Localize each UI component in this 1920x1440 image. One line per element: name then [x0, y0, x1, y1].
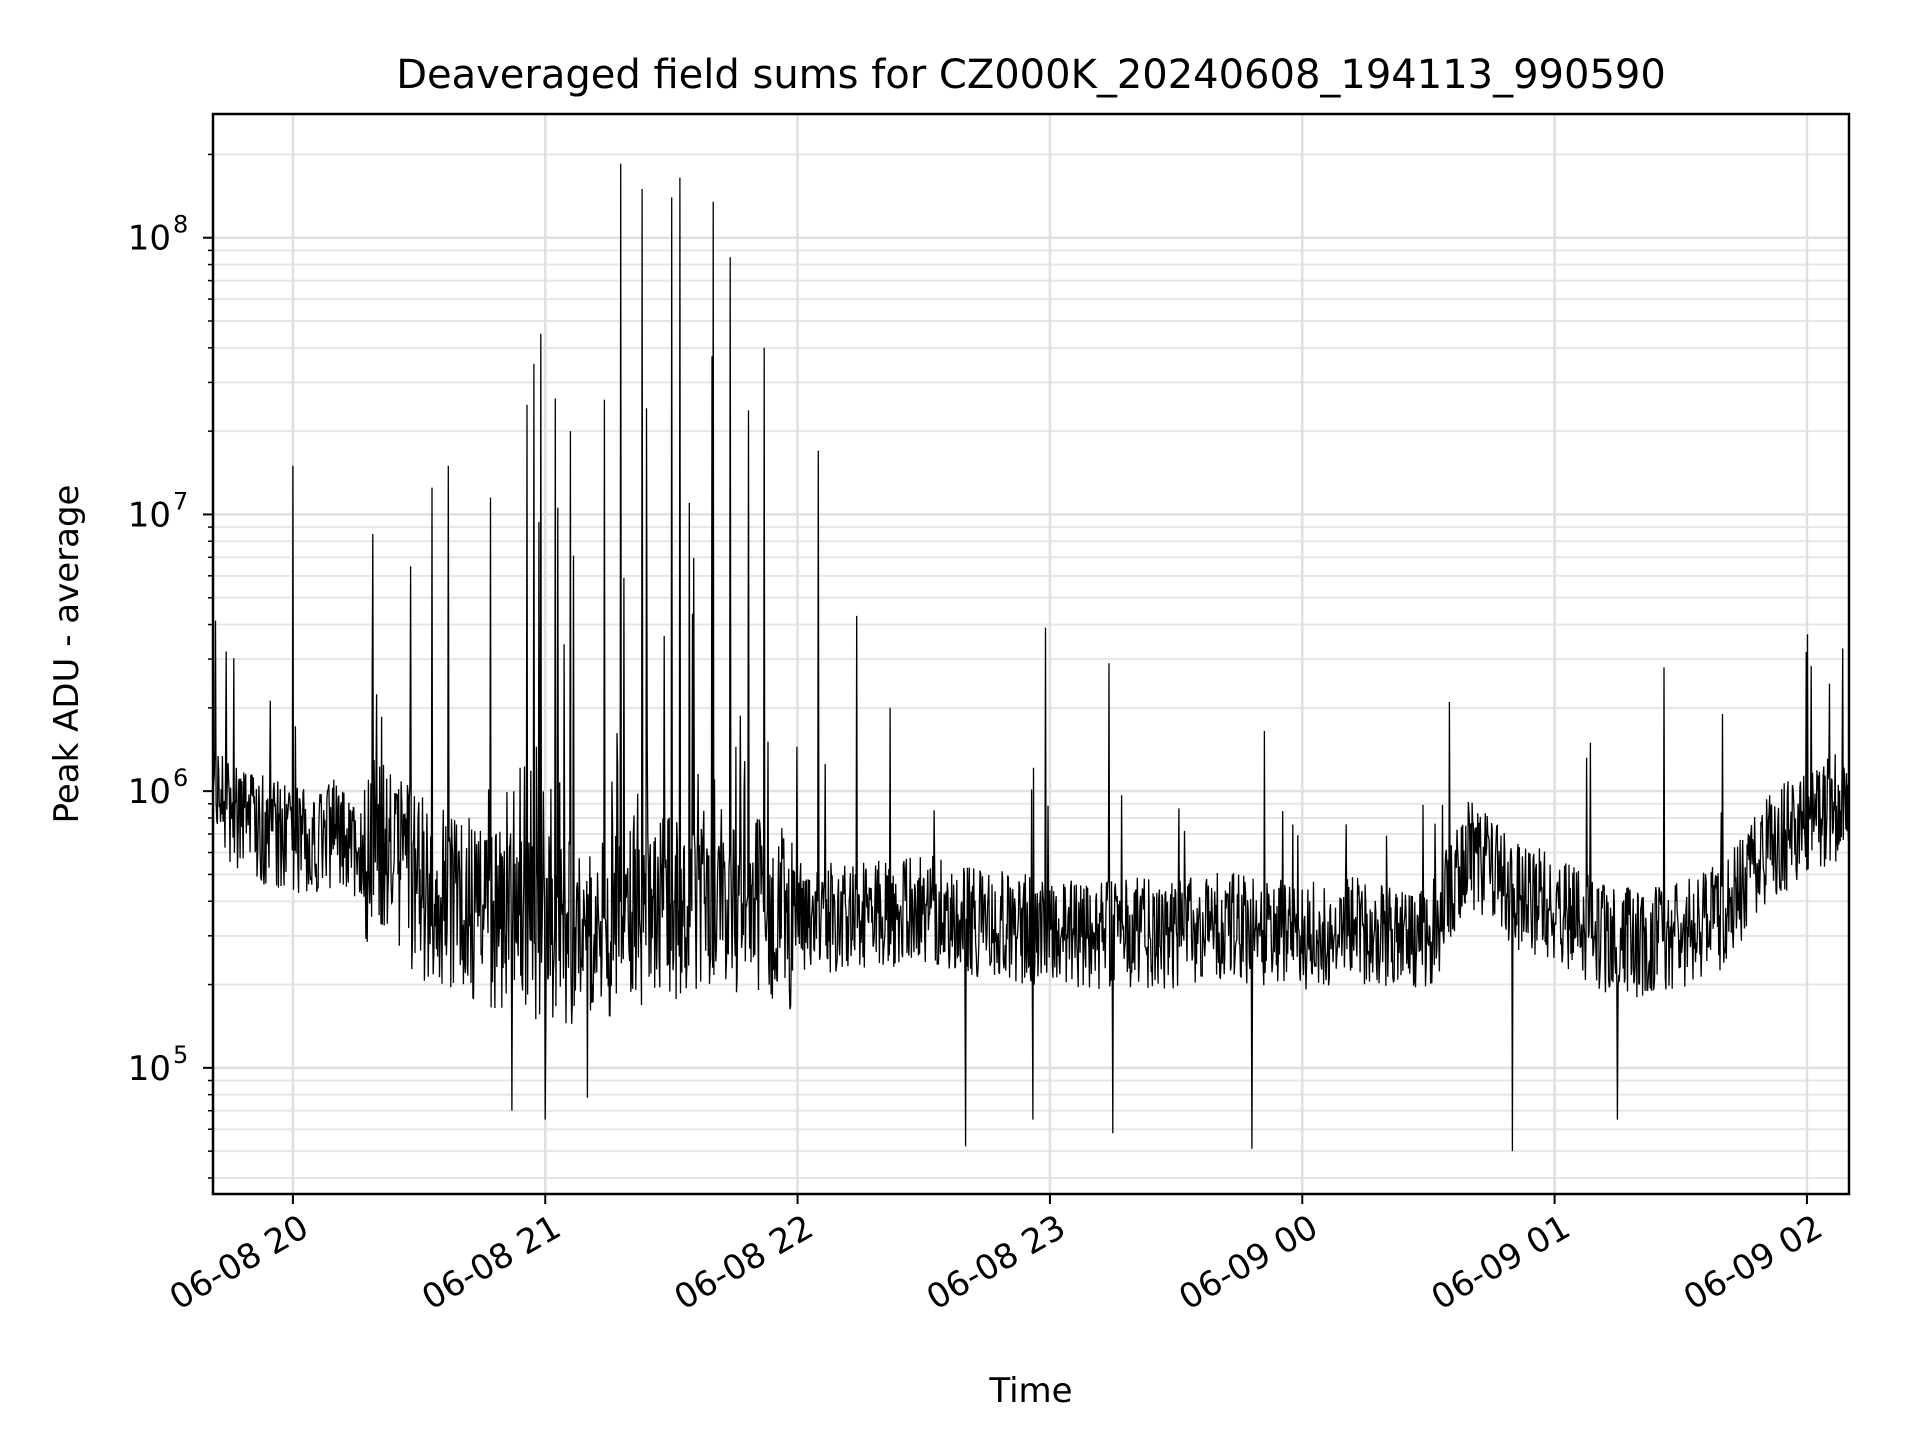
x-axis-label: Time [988, 1371, 1072, 1411]
y-tick-label: 10 [128, 1049, 171, 1089]
y-tick-label-exponent: 6 [173, 764, 188, 792]
y-tick-label-exponent: 7 [173, 487, 188, 515]
y-tick-label: 10 [128, 219, 171, 259]
series-group [212, 163, 1850, 1152]
plot-frame [211, 112, 1851, 1196]
y-tick-label: 10 [128, 495, 171, 535]
y-tick-label-exponent: 8 [173, 211, 188, 239]
y-tick-label: 10 [128, 772, 171, 812]
y-tick-label-exponent: 5 [173, 1041, 188, 1069]
series-line [212, 163, 1850, 1152]
chart-title: Deaveraged field sums for CZ000K_2024060… [396, 52, 1666, 98]
y-axis-label: Peak ADU - average [47, 485, 87, 824]
